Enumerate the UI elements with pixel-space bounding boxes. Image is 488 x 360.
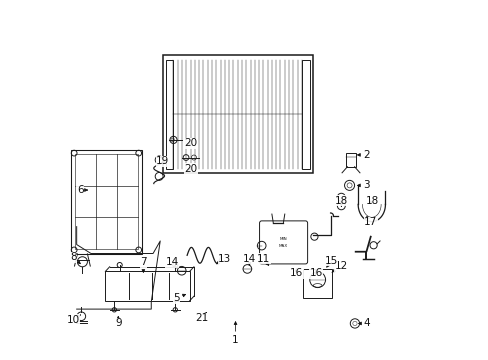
Text: 16: 16: [309, 268, 322, 278]
Bar: [70, 149, 142, 253]
Bar: [165, 59, 173, 168]
Bar: [105, 271, 189, 301]
Text: 14: 14: [243, 254, 256, 265]
Bar: [301, 59, 309, 168]
Text: 21: 21: [194, 312, 208, 323]
Text: 3: 3: [357, 180, 369, 190]
Text: 20: 20: [184, 163, 197, 174]
Text: 4: 4: [358, 319, 369, 328]
Text: 20: 20: [184, 139, 197, 148]
Text: 13: 13: [216, 254, 231, 264]
Text: 2: 2: [357, 150, 369, 160]
Text: 5: 5: [173, 293, 185, 303]
Text: 11: 11: [256, 254, 269, 265]
Text: 17: 17: [364, 216, 377, 227]
Text: 7: 7: [140, 257, 146, 273]
Text: 19: 19: [156, 156, 169, 166]
Text: 10: 10: [66, 315, 80, 325]
Bar: [163, 55, 312, 173]
Text: 1: 1: [232, 322, 238, 345]
Text: 18: 18: [334, 196, 347, 206]
Text: 9: 9: [115, 316, 122, 328]
Bar: [303, 269, 332, 298]
Bar: [75, 154, 138, 249]
Text: 15: 15: [324, 256, 337, 267]
Text: 8: 8: [70, 252, 80, 264]
Text: 18: 18: [366, 196, 379, 206]
Text: 6: 6: [77, 185, 87, 195]
Bar: [345, 153, 356, 167]
Text: 12: 12: [331, 261, 347, 273]
Text: 14: 14: [165, 257, 178, 268]
Text: MIN: MIN: [279, 237, 287, 240]
Text: 16: 16: [289, 268, 303, 278]
Text: MAX: MAX: [278, 244, 287, 248]
